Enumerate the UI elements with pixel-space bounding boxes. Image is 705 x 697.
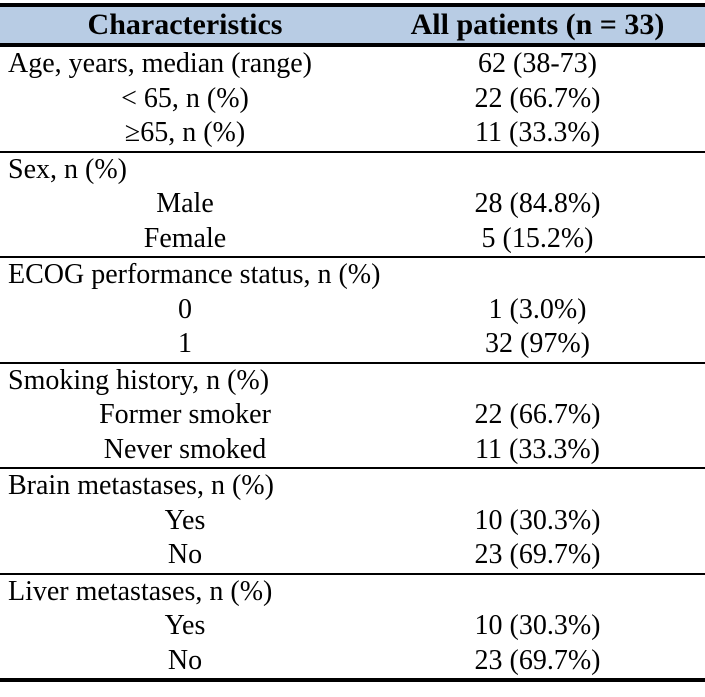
table-header-row: Characteristics All patients (n = 33) (0, 7, 705, 47)
characteristic-label: ECOG performance status, n (%) (8, 259, 381, 291)
section-liver-metastases: Liver metastases, n (%) Yes 10 (30.3%) N… (0, 575, 705, 679)
value-cell: 5 (15.2%) (481, 222, 594, 254)
section-age: Age, years, median (range) 62 (38-73) < … (0, 47, 705, 153)
table-row: ECOG performance status, n (%) (0, 258, 705, 293)
table-row: Female 5 (15.2%) (0, 222, 705, 257)
value-cell: 10 (30.3%) (474, 504, 601, 536)
table-row: Age, years, median (range) 62 (38-73) (0, 47, 705, 82)
characteristic-label: Never smoked (103, 433, 267, 465)
table-row: Male 28 (84.8%) (0, 187, 705, 222)
value-cell: 23 (69.7%) (474, 644, 601, 676)
table-row: 1 32 (97%) (0, 327, 705, 362)
characteristic-label: Male (156, 188, 214, 220)
value-cell: 1 (3.0%) (488, 293, 587, 325)
patient-characteristics-table: Characteristics All patients (n = 33) Ag… (0, 3, 705, 682)
table-row: Brain metastases, n (%) (0, 469, 705, 504)
section-sex: Sex, n (%) Male 28 (84.8%) Female 5 (15.… (0, 153, 705, 258)
value-cell: 11 (33.3%) (475, 433, 600, 465)
characteristic-label: < 65, n (%) (121, 82, 249, 114)
characteristic-label: ≥65, n (%) (124, 117, 246, 149)
table-row: < 65, n (%) 22 (66.7%) (0, 82, 705, 117)
value-cell: 22 (66.7%) (474, 399, 601, 431)
characteristic-label: Liver metastases, n (%) (8, 575, 273, 607)
value-cell: 32 (97%) (485, 328, 590, 360)
section-ecog: ECOG performance status, n (%) 0 1 (3.0%… (0, 258, 705, 364)
table-row: 0 1 (3.0%) (0, 293, 705, 328)
value-cell: 10 (30.3%) (474, 610, 601, 642)
table-row: Yes 10 (30.3%) (0, 609, 705, 644)
characteristic-label: Yes (164, 610, 206, 642)
characteristic-label: Yes (164, 504, 206, 536)
table-row: Smoking history, n (%) (0, 364, 705, 399)
characteristic-label: Former smoker (99, 399, 271, 431)
table-row: Sex, n (%) (0, 153, 705, 188)
header-characteristics: Characteristics (87, 8, 283, 41)
table-row: No 23 (69.7%) (0, 644, 705, 679)
value-cell: 23 (69.7%) (474, 539, 601, 571)
table-row: Liver metastases, n (%) (0, 575, 705, 610)
characteristic-label: Smoking history, n (%) (8, 364, 270, 396)
table-row: Never smoked 11 (33.3%) (0, 433, 705, 468)
section-brain-metastases: Brain metastases, n (%) Yes 10 (30.3%) N… (0, 469, 705, 575)
characteristic-label: No (167, 539, 203, 571)
value-cell: 22 (66.7%) (474, 82, 601, 114)
value-cell: 28 (84.8%) (474, 188, 601, 220)
section-smoking: Smoking history, n (%) Former smoker 22 … (0, 364, 705, 469)
table-row: Former smoker 22 (66.7%) (0, 398, 705, 433)
table-row: ≥65, n (%) 11 (33.3%) (0, 116, 705, 151)
characteristic-label: Female (143, 222, 227, 254)
value-cell: 62 (38-73) (478, 48, 597, 80)
table-row: Yes 10 (30.3%) (0, 504, 705, 539)
value-cell: 11 (33.3%) (475, 117, 600, 149)
header-all-patients: All patients (n = 33) (410, 8, 665, 41)
characteristic-label: Brain metastases, n (%) (8, 470, 274, 502)
characteristic-label: 0 (178, 293, 192, 325)
characteristic-label: Sex, n (%) (8, 153, 127, 185)
characteristic-label: No (167, 644, 203, 676)
table-row: No 23 (69.7%) (0, 538, 705, 573)
characteristic-label: Age, years, median (range) (8, 48, 312, 80)
characteristic-label: 1 (178, 328, 192, 360)
